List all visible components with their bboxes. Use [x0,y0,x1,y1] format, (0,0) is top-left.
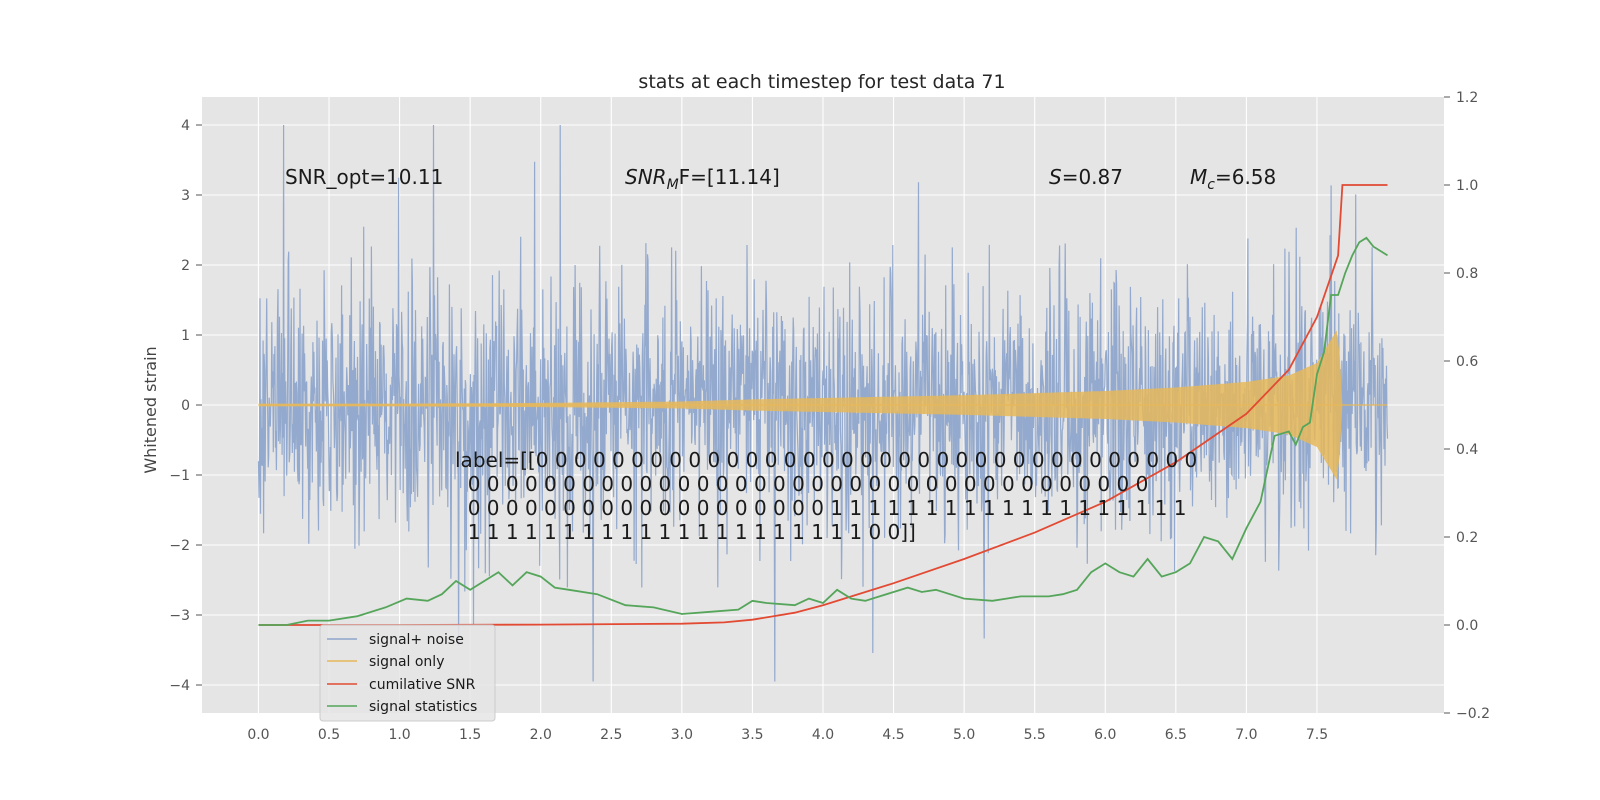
annotation-mc-rest: =6.58 [1215,165,1276,189]
x-tick-label-10: 5.0 [953,727,975,743]
y2-tick-label-7: 1.2 [1456,90,1478,106]
x-tick-label-13: 6.5 [1165,727,1187,743]
line-signal-plus-noise [257,124,1389,682]
annotation-snr-mf-main: SNR [625,165,667,189]
x-tick-label-5: 2.5 [600,727,622,743]
x-tick-label-1: 0.5 [318,727,340,743]
series-signal-only [258,330,1388,480]
y2-tick-label-2: 0.2 [1456,530,1478,546]
y2-tick-label-0: −0.2 [1456,706,1490,722]
annotation-snr-mf-sub: M [667,177,679,193]
y-tick-label-3: −1 [169,468,190,484]
x-tick-label-2: 1.0 [388,727,410,743]
legend-label-cumulative-snr: cumilative SNR [369,677,476,693]
y2-tick-label-6: 1.0 [1456,178,1478,194]
x-tick-label-3: 1.5 [459,727,481,743]
annotation-s-rest: =0.87 [1062,165,1123,189]
x-tick-label-11: 5.5 [1024,727,1046,743]
x-tick-label-9: 4.5 [882,727,904,743]
label-annotation: label=[[0 0 0 0 0 0 0 0 0 0 0 0 0 0 0 0 … [455,448,1197,544]
annotation-snr-mf: SNRMF=[11.14] [625,165,780,193]
chart-title: stats at each timestep for test data 71 [638,71,1005,93]
annotation-mc-main: M [1190,165,1207,189]
x-tick-label-0: 0.0 [247,727,269,743]
legend: signal+ noise signal only cumilative SNR… [319,624,496,722]
annotation-mc-sub: c [1207,177,1215,193]
x-tick-label-8: 4.0 [812,727,834,743]
x-tick-label-6: 3.0 [671,727,693,743]
legend-label-signal-only: signal only [369,654,444,670]
y-tick-label-4: 0 [181,398,190,414]
y2-tick-label-5: 0.8 [1456,266,1478,282]
label-line-3: 0 0 0 0 0 0 0 0 0 0 0 0 0 0 0 0 0 0 0 1 … [455,496,1186,520]
annotation-s: S=0.87 [1049,165,1123,189]
y-tick-label-0: −4 [169,678,190,694]
series-lines [258,184,1388,626]
label-line-2: 0 0 0 0 0 0 0 0 0 0 0 0 0 0 0 0 0 0 0 0 … [455,472,1148,496]
y-axis-label: Whitened strain [141,346,160,473]
y-tick-label-5: 1 [181,328,190,344]
label-line-1: label=[[0 0 0 0 0 0 0 0 0 0 0 0 0 0 0 0 … [455,448,1197,472]
line-cumulative-snr [258,184,1388,626]
legend-label-signal-plus-noise: signal+ noise [369,632,464,648]
x-tick-label-4: 2.0 [530,727,552,743]
y-tick-label-8: 4 [181,118,190,134]
axes: 0.0 0.5 1.0 1.5 2.0 2.5 3.0 3.5 4.0 4.5 5.0 5.5 6.0 6… [169,90,1490,743]
x-tick-label-12: 6.0 [1094,727,1116,743]
line-signal-statistics [258,236,1388,626]
y-tick-label-2: −2 [169,538,190,554]
x-tick-label-15: 7.5 [1306,727,1328,743]
y-tick-label-6: 2 [181,258,190,274]
x-tick-label-14: 7.0 [1235,727,1257,743]
annotation-snr-mf-rest: F=[11.14] [679,165,780,189]
y-tick-label-1: −3 [169,608,190,624]
label-line-4: 1 1 1 1 1 1 1 1 1 1 1 1 1 1 1 1 1 1 1 1 … [455,520,916,544]
series-signal-plus-noise [257,124,1389,682]
annotation-s-main: S [1049,165,1062,189]
x-tick-label-7: 3.5 [741,727,763,743]
y2-tick-label-3: 0.4 [1456,442,1478,458]
annotation-mc: Mc=6.58 [1190,165,1276,193]
legend-box [319,624,496,722]
legend-label-signal-statistics: signal statistics [369,699,477,715]
annotation-snr-opt: SNR_opt=10.11 [285,165,443,189]
y2-tick-label-4: 0.6 [1456,354,1478,370]
y2-tick-label-1: 0.0 [1456,618,1478,634]
y-tick-label-7: 3 [181,188,190,204]
